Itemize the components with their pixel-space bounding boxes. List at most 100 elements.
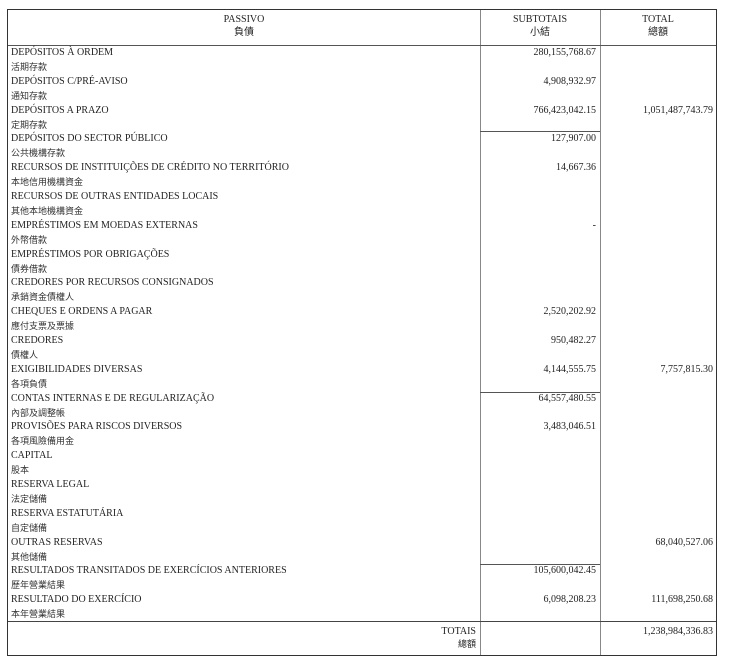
table-row: CREDORES 債權人 950,482.27 xyxy=(8,333,716,362)
row-label-pt: RESULTADOS TRANSITADOS DE EXERCÍCIOS ANT… xyxy=(11,565,287,577)
totals-value: 1,238,984,336.83 xyxy=(643,626,713,637)
table-row: RESULTADOS TRANSITADOS DE EXERCÍCIOS ANT… xyxy=(8,563,716,592)
row-subtotal: 6,098,208.23 xyxy=(543,594,597,606)
table-row: DEPÓSITOS À ORDEM 活期存款 280,155,768.67 xyxy=(8,45,716,74)
row-subtotal: 14,667.36 xyxy=(556,162,596,174)
totals-label-pt: TOTAIS xyxy=(441,626,476,637)
row-subtotal: 3,483,046.51 xyxy=(543,421,597,433)
column-divider xyxy=(480,10,481,655)
table-row: EMPRÉSTIMOS EM MOEDAS EXTERNAS 外幣借款 - xyxy=(8,218,716,247)
balance-sheet-table: PASSIVO 負債 SUBTOTAIS 小結 TOTAL 總額 DEPÓSITOS … xyxy=(7,9,717,656)
table-header: PASSIVO 負債 SUBTOTAIS 小結 TOTAL 總額 xyxy=(8,10,716,46)
header-label: SUBTOTAIS xyxy=(512,14,568,25)
table-row: DEPÓSITOS C/PRÉ-AVISO 通知存款 4,908,932.97 xyxy=(8,74,716,103)
table-row: CREDORES POR RECURSOS CONSIGNADOS 承銷資金債權人 xyxy=(8,275,716,304)
table-row: OUTRAS RESERVAS 其他儲備 68,040,527.06 xyxy=(8,535,716,564)
table-row: EMPRÉSTIMOS POR OBRIGAÇÕES 債券借款 xyxy=(8,247,716,276)
row-label: RESULTADOS TRANSITADOS DE EXERCÍCIOS ANT… xyxy=(11,564,287,592)
row-label-zh: 債券借款 xyxy=(11,263,48,274)
row-label-zh: 公共機構存款 xyxy=(11,148,66,159)
table-row: EXIGIBILIDADES DIVERSAS 各項負債 4,144,555.75… xyxy=(8,362,716,391)
header-label: TOTAL xyxy=(642,14,674,25)
row-label: DEPÓSITOS C/PRÉ-AVISO 通知存款 xyxy=(11,75,128,103)
subtotal-divider xyxy=(480,131,600,132)
row-subtotal: 127,907.00 xyxy=(551,133,596,145)
row-label: DEPÓSITOS A PRAZO 定期存款 xyxy=(11,104,109,132)
subtotal-divider xyxy=(480,392,600,393)
row-label-zh: 其他儲備 xyxy=(11,551,48,562)
row-label-zh: 各項負債 xyxy=(11,378,48,389)
row-label-pt: RESERVA ESTATUTÁRIA xyxy=(11,507,124,519)
row-label-pt: RESULTADO DO EXERCÍCIO xyxy=(11,594,142,606)
row-subtotal: 2,520,202.92 xyxy=(543,306,597,318)
totals-row: TOTAIS 總額 1,238,984,336.83 xyxy=(8,621,716,657)
row-label: CONTAS INTERNAS E DE REGULARIZAÇÃO 內部及調整帳 xyxy=(11,392,214,420)
row-subtotal: 766,423,042.15 xyxy=(533,104,597,116)
row-label: EXIGIBILIDADES DIVERSAS 各項負債 xyxy=(11,363,142,391)
row-label-zh: 歷年營業結果 xyxy=(11,580,66,591)
row-label: PROVISÕES PARA RISCOS DIVERSOS 各項風險備用金 xyxy=(11,420,182,448)
table-row: CONTAS INTERNAS E DE REGULARIZAÇÃO 內部及調整帳… xyxy=(8,391,716,420)
row-total: 111,698,250.68 xyxy=(651,594,713,606)
header-total: TOTAL 總額 xyxy=(600,13,716,39)
row-subtotal: 4,144,555.75 xyxy=(543,363,597,375)
row-subtotal: 4,908,932.97 xyxy=(543,75,597,87)
row-label: OUTRAS RESERVAS 其他儲備 xyxy=(11,536,103,564)
row-subtotal: 64,557,480.55 xyxy=(538,392,597,404)
row-label: DEPÓSITOS À ORDEM 活期存款 xyxy=(11,46,113,74)
row-label: EMPRÉSTIMOS POR OBRIGAÇÕES 債券借款 xyxy=(11,248,169,276)
row-label: CAPITAL 股本 xyxy=(11,449,52,477)
row-label: RESERVA LEGAL 法定儲備 xyxy=(11,478,89,506)
row-label-zh: 股本 xyxy=(11,465,30,476)
row-label-pt: CREDORES xyxy=(11,335,64,346)
row-label-zh: 本年營業結果 xyxy=(11,609,66,620)
table-row: RECURSOS DE OUTRAS ENTIDADES LOCAIS 其他本地機… xyxy=(8,189,716,218)
row-label-pt: EXIGIBILIDADES DIVERSAS xyxy=(11,363,143,375)
row-label-pt: EMPRÉSTIMOS EM MOEDAS EXTERNAS xyxy=(11,219,198,231)
row-label-zh: 外幣借款 xyxy=(11,234,48,245)
row-label-pt: DEPÓSITOS DO SECTOR PÚBLICO xyxy=(11,133,168,145)
header-passivo: PASSIVO 負債 xyxy=(8,13,480,39)
row-subtotal: - xyxy=(592,219,596,231)
header-subtotais: SUBTOTAIS 小結 xyxy=(480,13,600,39)
row-label: CREDORES POR RECURSOS CONSIGNADOS 承銷資金債權人 xyxy=(11,276,214,304)
row-label-zh: 其他本地機構資金 xyxy=(11,206,84,216)
table-row: DEPÓSITOS DO SECTOR PÚBLICO 公共機構存款 127,90… xyxy=(8,131,716,160)
table-row: CHEQUES E ORDENS A PAGAR 應付支票及票據 2,520,20… xyxy=(8,304,716,333)
row-label-pt: RECURSOS DE OUTRAS ENTIDADES LOCAIS xyxy=(11,191,219,202)
row-label: RECURSOS DE INSTITUIÇÕES DE CRÉDITO NO T… xyxy=(11,161,289,189)
row-label-zh: 法定儲備 xyxy=(11,494,48,504)
row-label-pt: CREDORES POR RECURSOS CONSIGNADOS xyxy=(11,277,214,289)
totals-label: TOTAIS 總額 xyxy=(8,625,476,651)
row-label: RESERVA ESTATUTÁRIA 自定儲備 xyxy=(11,507,123,535)
row-label-pt: DEPÓSITOS A PRAZO xyxy=(11,104,109,116)
row-total: 1,051,487,743.79 xyxy=(643,104,713,116)
table-row: CAPITAL 股本 xyxy=(8,448,716,477)
row-label-pt: OUTRAS RESERVAS xyxy=(11,536,103,548)
row-label-pt: PROVISÕES PARA RISCOS DIVERSOS xyxy=(11,421,183,433)
row-label-pt: CONTAS INTERNAS E DE REGULARIZAÇÃO xyxy=(11,392,215,404)
row-total: 7,757,815.30 xyxy=(660,363,714,375)
row-label: CREDORES 債權人 xyxy=(11,334,63,362)
header-label: PASSIVO xyxy=(223,14,265,25)
row-label-pt: EMPRÉSTIMOS POR OBRIGAÇÕES xyxy=(11,248,170,260)
totals-label-zh: 總額 xyxy=(457,639,476,649)
row-label-zh: 內部及調整帳 xyxy=(11,407,66,418)
table-row: RECURSOS DE INSTITUIÇÕES DE CRÉDITO NO T… xyxy=(8,160,716,189)
table-row: RESERVA LEGAL 法定儲備 xyxy=(8,477,716,506)
row-label-pt: RECURSOS DE INSTITUIÇÕES DE CRÉDITO NO T… xyxy=(11,162,289,174)
row-label-pt: CHEQUES E ORDENS A PAGAR xyxy=(11,306,153,318)
row-label: DEPÓSITOS DO SECTOR PÚBLICO 公共機構存款 xyxy=(11,132,168,160)
row-label-zh: 活期存款 xyxy=(11,62,48,72)
row-label-zh: 本地信用機構資金 xyxy=(11,177,84,188)
row-label: EMPRÉSTIMOS EM MOEDAS EXTERNAS 外幣借款 xyxy=(11,219,198,247)
row-subtotal: 950,482.27 xyxy=(551,335,596,346)
subtotal-divider xyxy=(480,564,600,565)
row-subtotal: 105,600,042.45 xyxy=(533,565,597,577)
row-label-pt: DEPÓSITOS À ORDEM xyxy=(11,47,114,58)
row-label-zh: 承銷資金債權人 xyxy=(11,292,75,303)
row-label-zh: 應付支票及票據 xyxy=(11,321,75,332)
header-label-zh: 負債 xyxy=(234,27,254,38)
table-row: RESERVA ESTATUTÁRIA 自定儲備 xyxy=(8,506,716,535)
row-label: RESULTADO DO EXERCÍCIO 本年營業結果 xyxy=(11,593,142,621)
